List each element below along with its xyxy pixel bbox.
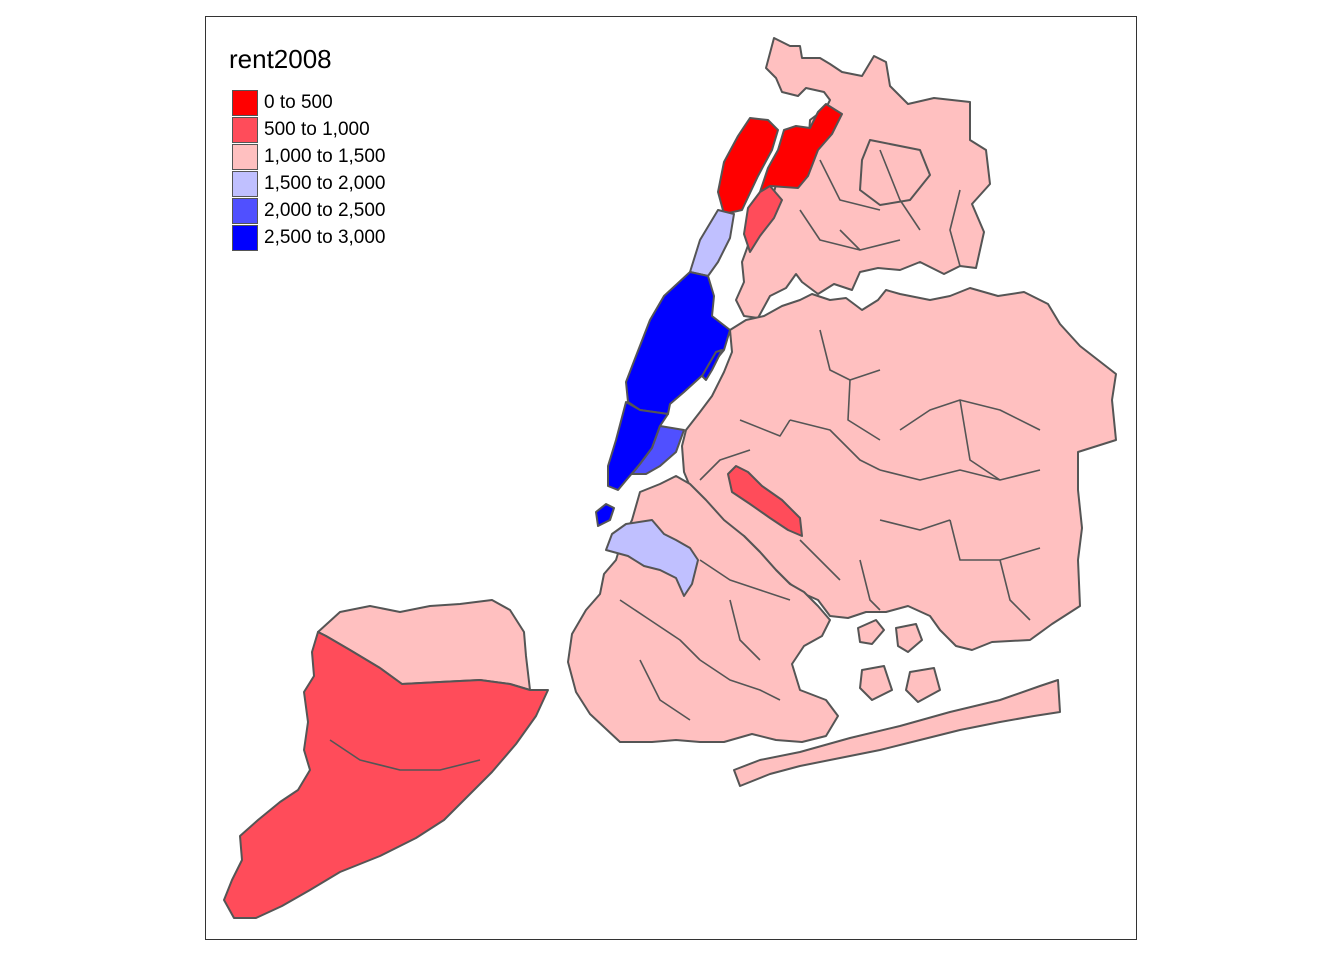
legend-swatch-3 <box>232 170 258 197</box>
region-jamaica-bay-island-1[interactable] <box>857 619 885 645</box>
region-crown-heights[interactable] <box>727 465 803 537</box>
legend-label: 1,500 to 2,000 <box>264 172 386 194</box>
legend-swatch-0 <box>232 89 258 116</box>
legend-label: 0 to 500 <box>264 91 333 113</box>
legend-label: 500 to 1,000 <box>264 118 370 140</box>
region-jamaica-bay-island-4[interactable] <box>905 667 941 703</box>
legend-item: 2,500 to 3,000 <box>232 224 386 251</box>
region-hamilton-heights[interactable] <box>743 185 783 253</box>
region-morningside[interactable] <box>689 209 735 277</box>
region-upper-manhattan[interactable] <box>625 271 731 415</box>
legend-item: 2,000 to 2,500 <box>232 197 386 224</box>
legend-label: 2,000 to 2,500 <box>264 199 386 221</box>
region-roosevelt-island[interactable] <box>701 349 723 381</box>
region-governors-island[interactable] <box>595 503 615 527</box>
legend-item: 1,500 to 2,000 <box>232 170 386 197</box>
legend-swatch-1 <box>232 116 258 143</box>
legend-item: 500 to 1,000 <box>232 116 370 143</box>
legend-title: rent2008 <box>229 44 332 74</box>
legend-swatch-2 <box>232 143 258 170</box>
legend-label: 1,000 to 1,500 <box>264 145 386 167</box>
legend-label: 2,500 to 3,000 <box>264 226 386 248</box>
region-jamaica-bay-island-3[interactable] <box>859 665 893 701</box>
region-staten-island-south[interactable] <box>223 631 549 919</box>
region-rockaway[interactable] <box>733 679 1061 787</box>
legend-item: 1,000 to 1,500 <box>232 143 386 170</box>
region-bronx-inner[interactable] <box>859 139 931 206</box>
legend-swatch-5 <box>232 224 258 251</box>
legend-swatch-4 <box>232 197 258 224</box>
region-inwood[interactable] <box>717 117 779 215</box>
region-park-slope[interactable] <box>605 519 699 597</box>
region-lower-east-side[interactable] <box>631 425 685 475</box>
legend-item: 0 to 500 <box>232 89 333 116</box>
region-jamaica-bay-island-2[interactable] <box>895 623 923 653</box>
